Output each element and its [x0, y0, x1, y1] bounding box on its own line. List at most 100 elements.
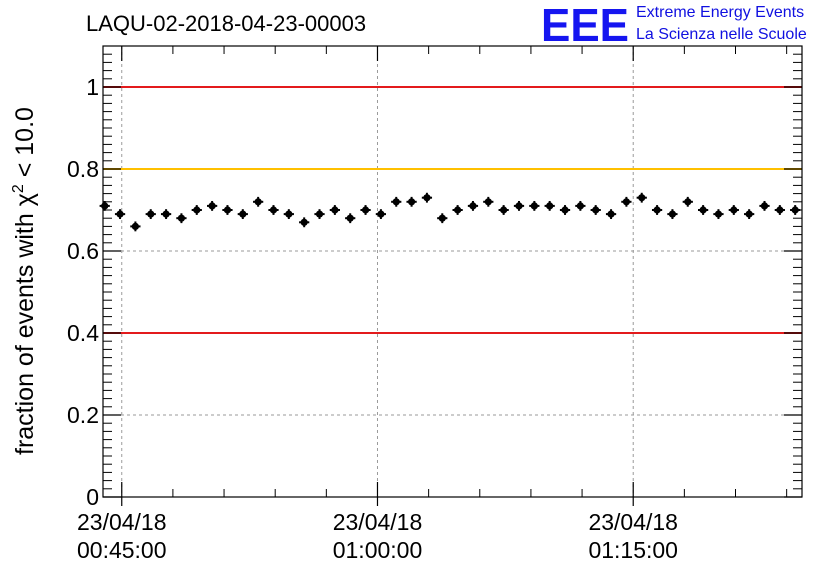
data-point [145, 209, 156, 220]
point-marker [254, 198, 262, 206]
point-marker [147, 210, 155, 218]
y-axis-label-suffix: < 10.0 [11, 107, 39, 184]
point-marker [500, 206, 508, 214]
data-point [160, 209, 172, 220]
point-marker [622, 198, 630, 206]
plot-frame [102, 45, 803, 498]
data-point [222, 205, 233, 215]
eee-logo-line1: Extreme Energy Events [636, 4, 804, 21]
point-marker [730, 206, 738, 214]
y-tick-label: 0.8 [67, 156, 99, 182]
point-marker [392, 198, 400, 206]
x-tick-date-label: 23/04/18 [333, 509, 423, 535]
point-marker [484, 198, 492, 206]
point-marker [131, 222, 139, 230]
data-point [406, 196, 417, 207]
x-tick-time-label: 01:00:00 [333, 537, 423, 563]
point-marker [438, 214, 446, 222]
data-point [605, 209, 617, 220]
point-marker [423, 194, 431, 202]
data-point [621, 196, 632, 207]
point-marker [576, 202, 584, 210]
eee-logo-mark: EEE [541, 0, 629, 51]
data-point [575, 200, 586, 211]
point-marker [300, 218, 308, 226]
point-marker [745, 210, 753, 218]
data-point [759, 200, 770, 211]
data-point [99, 200, 110, 211]
point-marker [331, 206, 339, 214]
x-tick-date-label: 23/04/18 [77, 509, 167, 535]
y-tick-label: 1 [86, 74, 99, 100]
data-point [728, 205, 739, 215]
data-point [176, 213, 187, 224]
point-marker [714, 210, 723, 218]
data-point [498, 205, 509, 215]
point-marker [223, 206, 232, 214]
y-axis-label: fraction of events with χ2 < 10.0 [10, 107, 39, 455]
data-point [191, 205, 202, 215]
data-point [283, 209, 294, 220]
point-marker [177, 214, 186, 222]
y-tick-label: 0.6 [67, 238, 99, 264]
point-marker [285, 210, 293, 218]
data-point [237, 209, 248, 220]
data-point [774, 205, 785, 215]
data-point [713, 209, 724, 220]
data-point [345, 213, 356, 224]
point-marker [208, 202, 216, 210]
y-tick-label: 0.2 [67, 402, 99, 428]
point-marker [515, 202, 523, 210]
point-marker [760, 202, 769, 210]
point-marker [668, 210, 677, 218]
data-point [114, 209, 126, 220]
data-point [636, 192, 647, 203]
data-point [452, 205, 463, 215]
y-axis-label-prefix: fraction of events with [11, 206, 39, 455]
point-marker [269, 206, 278, 214]
data-point [529, 200, 540, 211]
data-point [682, 196, 693, 207]
point-marker [561, 206, 569, 214]
data-point [698, 205, 709, 215]
data-point [206, 200, 218, 211]
tick-labels: 00.20.40.60.8123/04/1800:45:0023/04/1801… [67, 74, 678, 563]
chart-title: LAQU-02-2018-04-23-00003 [86, 11, 366, 36]
point-marker [101, 202, 109, 210]
point-marker [193, 206, 201, 214]
data-point [544, 200, 555, 211]
eee-logo: EEE Extreme Energy Events La Scienza nel… [541, 0, 807, 51]
data-point [253, 196, 264, 207]
data-point [667, 209, 678, 220]
data-point [590, 205, 601, 215]
point-marker [546, 202, 554, 210]
point-marker [454, 206, 462, 214]
data-points [99, 192, 801, 232]
point-marker [592, 206, 600, 214]
point-marker [239, 210, 247, 218]
data-point [360, 205, 371, 215]
y-axis-label-exponent: 2 [10, 184, 27, 193]
point-marker [638, 194, 646, 202]
point-marker [377, 210, 385, 218]
point-marker [653, 206, 661, 214]
data-point [421, 192, 433, 203]
data-point [467, 200, 479, 211]
data-point [375, 209, 387, 220]
data-point [437, 213, 448, 224]
x-tick-time-label: 00:45:00 [77, 537, 167, 563]
data-point [130, 221, 141, 232]
point-marker [530, 202, 538, 210]
data-point [513, 200, 525, 211]
y-tick-label: 0.4 [67, 320, 99, 346]
x-tick-time-label: 01:15:00 [588, 537, 678, 563]
data-point [391, 196, 402, 207]
point-marker [346, 214, 354, 222]
data-point [329, 205, 340, 215]
point-marker [315, 210, 324, 218]
point-marker [684, 198, 692, 206]
reference-lines [103, 86, 802, 334]
point-marker [116, 210, 124, 218]
point-marker [776, 206, 784, 214]
